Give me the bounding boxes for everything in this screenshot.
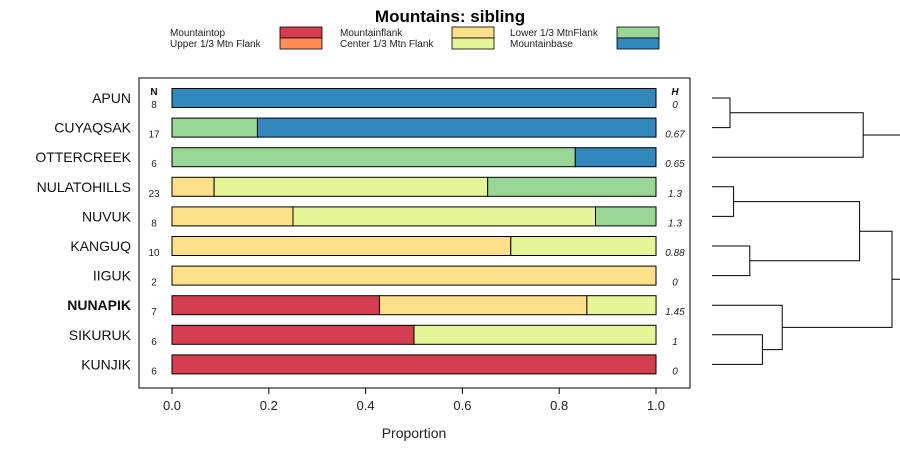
category-label: NUVUK (82, 208, 132, 224)
bar-segment-mountainflank (171, 236, 512, 256)
h-value: 0 (672, 278, 678, 289)
row-ottercreek: OTTERCREEK 6 0.65 (35, 147, 685, 170)
x-tick-label: 1.0 (647, 398, 665, 413)
h-header: H (671, 87, 679, 98)
n-value: 6 (151, 366, 157, 377)
bar-segment-mountainbase (171, 88, 657, 108)
x-tick-label: 0.0 (163, 398, 181, 413)
h-value: 1 (672, 337, 678, 348)
dendrogram-link (712, 334, 763, 365)
bar-segment-mountainflank (378, 295, 588, 316)
bar-segment-mountainflank (171, 176, 215, 197)
h-value: 0 (672, 100, 678, 111)
legend-swatch-mountaintop (279, 26, 323, 39)
x-tick-label: 0.8 (550, 398, 568, 413)
bar-segment-mountaintop (171, 295, 380, 316)
category-label: APUN (92, 90, 131, 106)
n-value: 6 (151, 159, 157, 170)
bar-segment-mountaintop (171, 324, 415, 345)
x-tick-label: 0.2 (260, 398, 278, 413)
n-header: N (150, 87, 157, 98)
dendrogram-link (712, 112, 864, 158)
bar-segment-mountainflank (171, 206, 294, 227)
n-value: 23 (148, 189, 160, 200)
category-label: KUNJIK (81, 356, 131, 372)
dendrogram-link (863, 134, 900, 280)
dendrogram-link (712, 97, 731, 129)
legend-label-center-1-3-mtn-flank: Center 1/3 Mtn Flank (340, 39, 434, 50)
bar-segment-mountaintop (171, 354, 657, 375)
h-value: 0.67 (665, 130, 685, 141)
x-axis: 0.0 0.2 0.4 0.6 0.8 1.0 (163, 388, 665, 413)
category-label: CUYAQSAK (54, 120, 131, 136)
h-value: 0.88 (665, 248, 685, 259)
row-nuvuk: NUVUK 8 1.3 (82, 206, 682, 229)
legend-label-upper-1-3-mtn-flank: Upper 1/3 Mtn Flank (170, 39, 262, 50)
category-label: SIKURUK (69, 327, 132, 343)
h-value: 1.3 (668, 218, 682, 229)
legend-label-lower-1-3-mtnflank: Lower 1/3 MtnFlank (510, 28, 599, 39)
n-value: 2 (151, 278, 157, 289)
bar-segment-lower-1-3-mtnflank (595, 206, 657, 227)
legend-swatch-mountainbase (616, 37, 660, 50)
chart-title: Mountains: sibling (375, 7, 525, 26)
n-value: 8 (151, 218, 157, 229)
dendrogram-link (712, 186, 735, 217)
row-apun: APUN 8 0 (92, 88, 678, 111)
dendrogram-link (712, 245, 751, 277)
h-value: 0 (672, 366, 678, 377)
bar-segment-center-1-3-mtn-flank (213, 176, 489, 197)
legend-label-mountainbase: Mountainbase (510, 39, 573, 50)
h-value: 1.45 (665, 307, 685, 318)
bar-segment-lower-1-3-mtnflank (171, 147, 576, 168)
category-label: OTTERCREEK (35, 149, 131, 165)
category-label: NUNAPIK (67, 297, 131, 313)
bar-segment-center-1-3-mtn-flank (413, 324, 657, 345)
legend-swatch-mountainflank (451, 26, 495, 39)
dendrogram-link (782, 230, 893, 328)
legend-swatch-center-1-3-mtn-flank (451, 37, 495, 50)
x-tick-label: 0.6 (453, 398, 471, 413)
n-value: 17 (148, 130, 160, 141)
category-label: IIGUK (93, 268, 132, 284)
h-value: 1.3 (668, 189, 682, 200)
row-nulatohills: NULATOHILLS 23 1.3 (37, 176, 682, 200)
bar-segment-lower-1-3-mtnflank (171, 117, 258, 138)
legend-label-mountainflank: Mountainflank (340, 28, 403, 39)
h-value: 0.65 (665, 159, 685, 170)
plot-frame (138, 77, 691, 389)
n-value: 10 (148, 248, 160, 259)
category-label: NULATOHILLS (37, 179, 131, 195)
bar-segment-center-1-3-mtn-flank (510, 236, 657, 256)
bar-segment-mountainbase (574, 147, 657, 168)
row-kunjik: KUNJIK 6 0 (81, 354, 678, 377)
n-value: 6 (151, 337, 157, 348)
bar-segment-lower-1-3-mtnflank (487, 176, 657, 197)
row-nunapik: NUNAPIK 7 1.45 (67, 295, 685, 318)
dendrogram-link (733, 201, 861, 262)
bar-segment-center-1-3-mtn-flank (586, 295, 657, 316)
legend-swatch-lower-1-3-mtnflank (616, 26, 660, 39)
n-value: 8 (151, 100, 157, 111)
dendrogram-link (712, 304, 783, 351)
row-sikuruk: SIKURUK 6 1 (69, 324, 678, 348)
n-value: 7 (151, 307, 157, 318)
bar-segment-center-1-3-mtn-flank (292, 206, 596, 227)
row-cuyaqsak: CUYAQSAK 17 0.67 (54, 117, 685, 141)
row-kanguq: KANGUQ 10 0.88 (70, 236, 685, 259)
legend-swatch-upper-1-3-mtn-flank (279, 37, 323, 50)
dendrogram (712, 97, 900, 365)
category-label: KANGUQ (70, 238, 131, 254)
x-tick-label: 0.4 (357, 398, 375, 413)
bar-segment-mountainbase (256, 117, 657, 138)
bar-segment-mountainflank (171, 265, 657, 286)
x-axis-label: Proportion (382, 425, 447, 441)
legend-label-mountaintop: Mountaintop (170, 28, 225, 39)
row-iiguk: IIGUK 2 0 (93, 265, 678, 289)
